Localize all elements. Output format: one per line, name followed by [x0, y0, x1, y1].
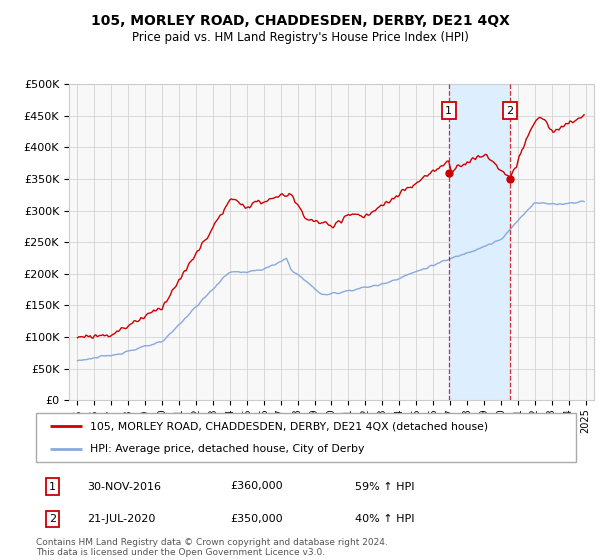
Text: 1: 1: [49, 482, 56, 492]
Text: 30-NOV-2016: 30-NOV-2016: [88, 482, 161, 492]
Text: Price paid vs. HM Land Registry's House Price Index (HPI): Price paid vs. HM Land Registry's House …: [131, 31, 469, 44]
Text: 40% ↑ HPI: 40% ↑ HPI: [355, 514, 414, 524]
Text: 21-JUL-2020: 21-JUL-2020: [88, 514, 155, 524]
Text: 1: 1: [445, 106, 452, 115]
Text: £350,000: £350,000: [230, 514, 283, 524]
Text: Contains HM Land Registry data © Crown copyright and database right 2024.
This d: Contains HM Land Registry data © Crown c…: [36, 538, 388, 557]
FancyBboxPatch shape: [36, 413, 576, 462]
Text: 2: 2: [49, 514, 56, 524]
Text: £360,000: £360,000: [230, 482, 283, 492]
Text: HPI: Average price, detached house, City of Derby: HPI: Average price, detached house, City…: [90, 444, 364, 454]
Bar: [449, 84, 510, 400]
Text: 105, MORLEY ROAD, CHADDESDEN, DERBY, DE21 4QX: 105, MORLEY ROAD, CHADDESDEN, DERBY, DE2…: [91, 14, 509, 28]
Text: 59% ↑ HPI: 59% ↑ HPI: [355, 482, 414, 492]
Text: 2: 2: [506, 106, 514, 115]
Text: 105, MORLEY ROAD, CHADDESDEN, DERBY, DE21 4QX (detached house): 105, MORLEY ROAD, CHADDESDEN, DERBY, DE2…: [90, 421, 488, 431]
